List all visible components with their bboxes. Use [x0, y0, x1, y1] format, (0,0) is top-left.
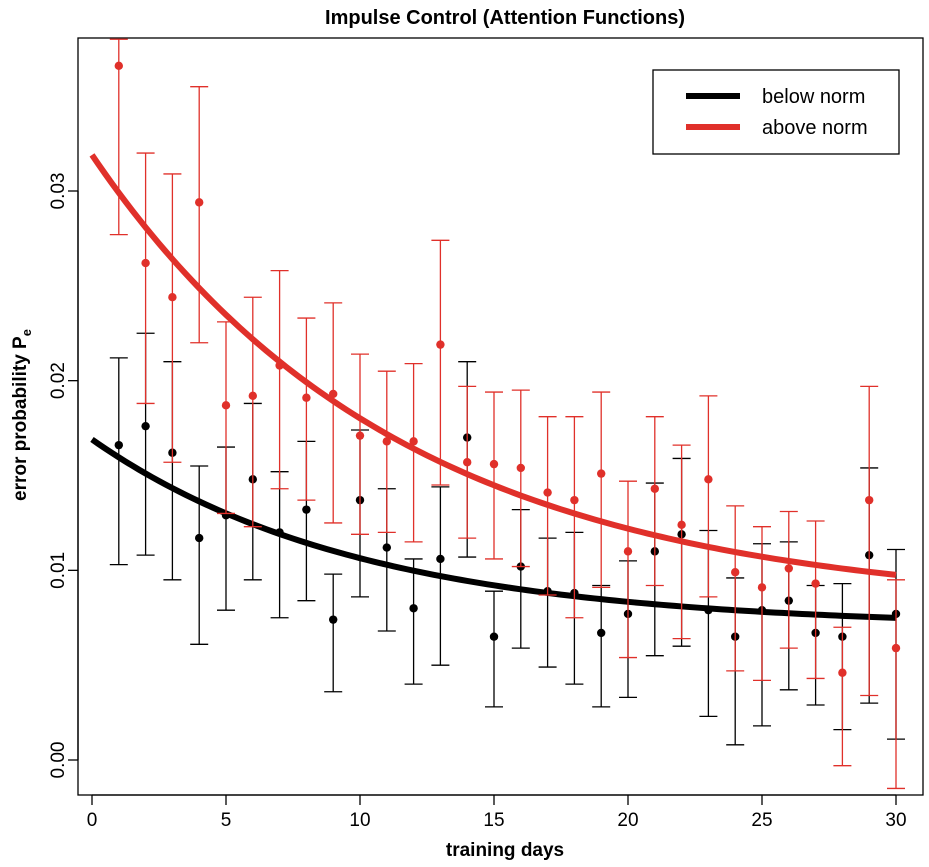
y-axis: 0.00 0.01 0.02 0.03 [48, 173, 79, 779]
data-point [597, 628, 606, 638]
data-point [302, 393, 311, 402]
x-tick-label: 15 [483, 810, 504, 831]
data-point [382, 437, 391, 446]
data-point [704, 475, 713, 484]
data-point [463, 458, 472, 467]
data-point [597, 469, 606, 478]
data-point [195, 533, 204, 543]
legend: below norm above norm [652, 69, 900, 155]
data-point [275, 528, 284, 537]
x-tick-label: 0 [87, 810, 98, 831]
x-axis: 0 5 10 15 20 25 30 [87, 794, 907, 831]
x-tick-label: 30 [885, 810, 906, 831]
x-tick-label: 20 [617, 810, 638, 831]
x-tick-label: 25 [751, 810, 772, 831]
data-point [141, 258, 150, 268]
data-point [409, 604, 418, 613]
data-point [623, 547, 633, 556]
series-below-norm [90, 332, 905, 746]
data-point [436, 554, 445, 564]
data-point [731, 568, 740, 577]
data-point [838, 668, 847, 677]
chart-title: Impulse Control (Attention Functions) [325, 7, 685, 29]
y-tick-label: 0.02 [48, 362, 69, 399]
data-point [784, 564, 793, 573]
data-point [329, 615, 338, 624]
y-axis-title: error probability Pe [10, 329, 34, 501]
data-point [141, 421, 150, 431]
data-point [195, 198, 204, 207]
legend-label-below-norm: below norm [762, 86, 865, 108]
data-point [570, 495, 579, 505]
series-above-norm [89, 38, 905, 790]
data-point [355, 431, 365, 440]
data-point [221, 401, 231, 410]
data-point [865, 495, 874, 505]
data-point [489, 632, 499, 641]
data-point [168, 293, 177, 302]
data-point [114, 61, 124, 71]
legend-box [652, 69, 900, 155]
y-axis-title-subscript: e [19, 329, 34, 336]
data-point [704, 605, 713, 615]
data-point [543, 488, 552, 497]
data-point [811, 579, 820, 588]
legend-label-above-norm: above norm [762, 117, 868, 139]
data-point [757, 583, 767, 592]
data-point [329, 389, 338, 399]
data-point [489, 459, 499, 469]
data-point [677, 520, 686, 530]
data-point [114, 440, 124, 450]
y-tick-label: 0.03 [48, 173, 69, 210]
y-tick-label: 0.01 [48, 552, 69, 589]
x-axis-title: training days [446, 840, 564, 861]
y-axis-title-main: error probability P [10, 336, 31, 501]
data-point [516, 463, 525, 473]
data-point [302, 505, 311, 514]
data-point [650, 484, 659, 493]
data-point [436, 340, 445, 349]
data-point [891, 643, 901, 653]
data-point [248, 391, 257, 401]
data-point [382, 543, 391, 552]
y-tick-label: 0.00 [48, 742, 69, 779]
series-layer [89, 38, 905, 790]
x-tick-label: 10 [349, 810, 370, 831]
x-tick-label: 5 [221, 810, 232, 831]
fit-curve [89, 153, 897, 578]
data-point [409, 437, 418, 446]
data-point [275, 361, 284, 370]
